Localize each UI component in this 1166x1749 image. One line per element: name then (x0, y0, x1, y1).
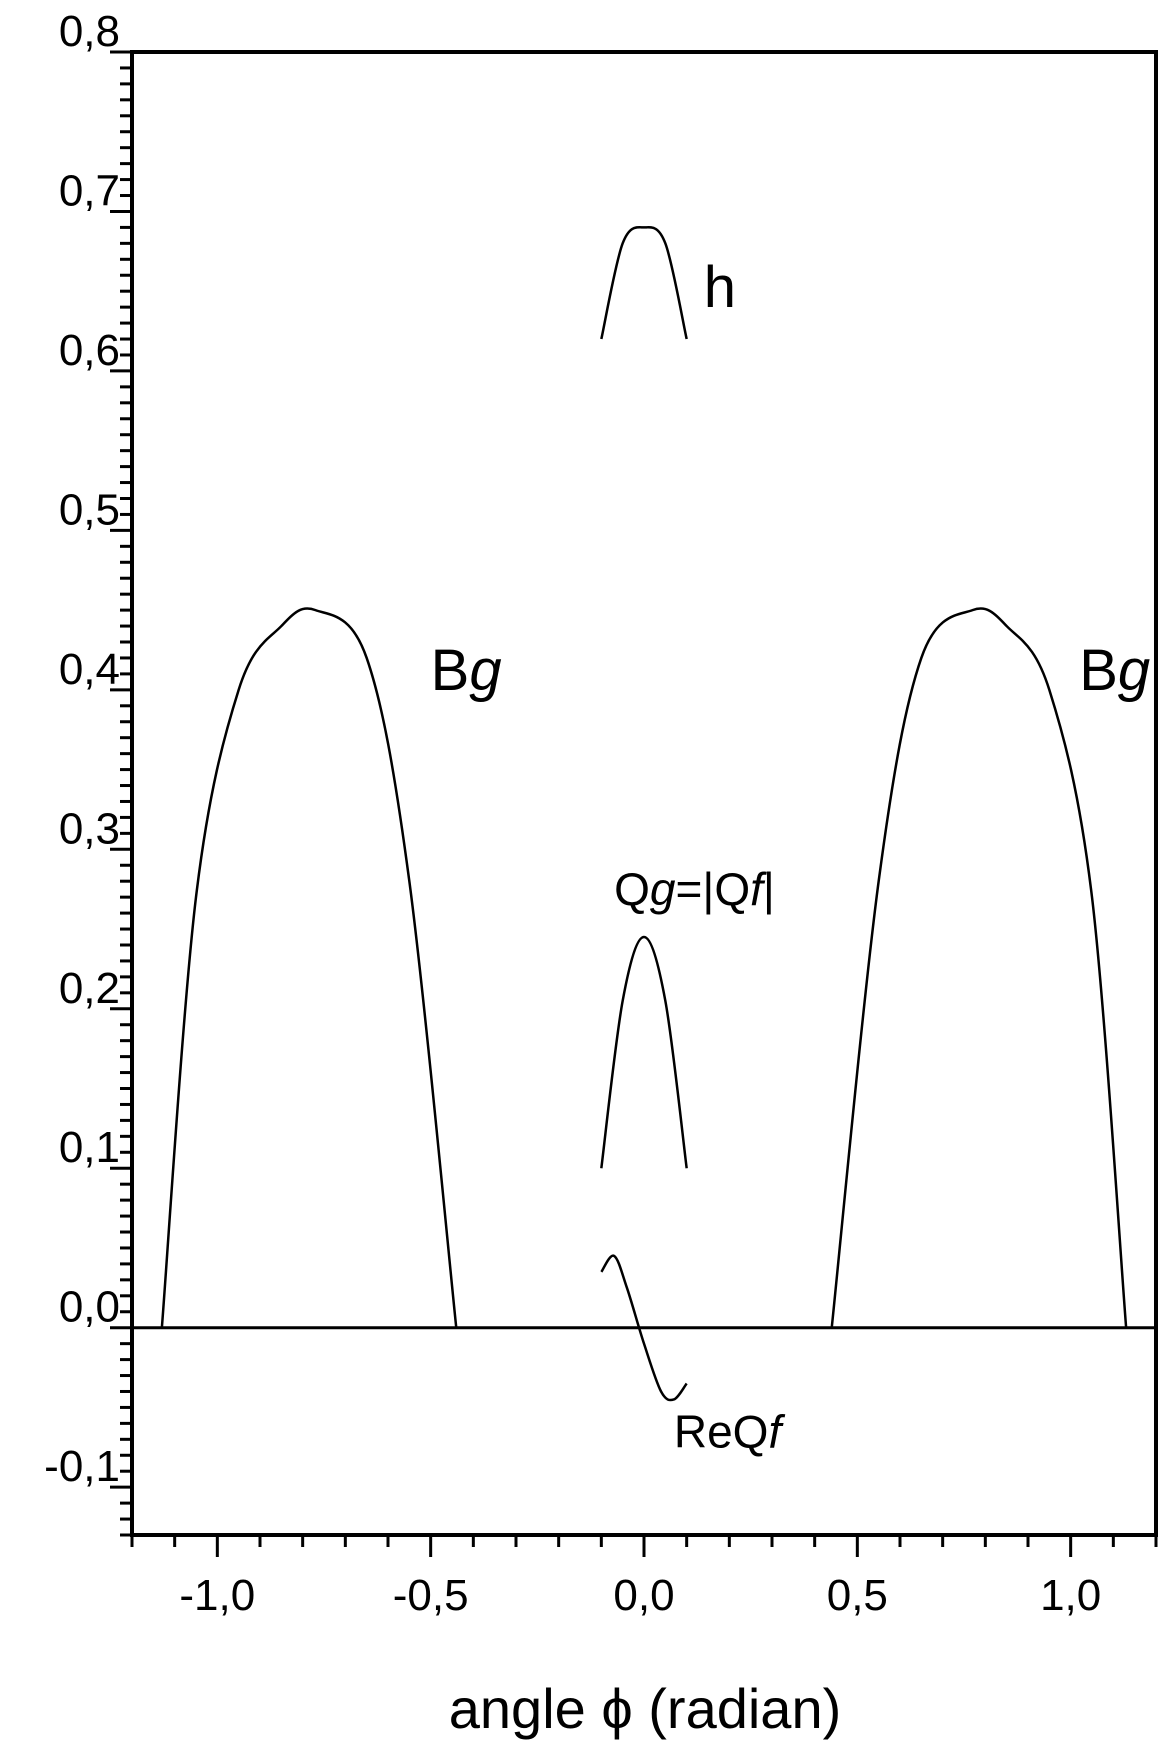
plot-border (130, 50, 1158, 1537)
x-tick-label: -1,0 (179, 1571, 255, 1620)
annotation-label: Bg (431, 638, 502, 703)
y-tick-label: 0,4 (59, 645, 120, 694)
x-axis: -1,0 -0,5 0,0 0,5 1,0 (130, 1535, 1158, 1620)
y-tick-label: 0,7 (59, 166, 120, 215)
x-tick-label: 1,0 (1040, 1571, 1101, 1620)
y-tick-label: 0,1 (59, 1123, 120, 1172)
series-curve-1 (830, 607, 1128, 1328)
y-tick-label: 0,6 (59, 326, 120, 375)
y-tick-label: 0,0 (59, 1283, 120, 1332)
curves (160, 226, 1128, 1402)
annotation-label: Qg=|Qf| (614, 863, 775, 915)
y-tick-label: -0,1 (44, 1442, 120, 1491)
x-axis-title: angle ϕ (radian) (449, 1677, 841, 1740)
series-curve-2 (600, 935, 688, 1169)
series-curve-0 (160, 607, 458, 1328)
annotation-label: Bg (1079, 638, 1150, 703)
plot-frame (130, 50, 1158, 1537)
annotation-label: ReQf (674, 1405, 786, 1457)
x-tick-label: -0,5 (393, 1571, 469, 1620)
series-curve-3 (600, 226, 688, 340)
y-tick-label: 0,3 (59, 804, 120, 853)
series-curve-4 (600, 1254, 688, 1402)
y-tick-label: 0,8 (59, 7, 120, 56)
y-axis: -0,1 0,0 0,1 0,2 0,3 0,4 0,5 0,6 0,7 0,8 (44, 7, 132, 1537)
x-tick-label: 0,5 (827, 1571, 888, 1620)
y-tick-label: 0,2 (59, 964, 120, 1013)
x-tick-label: 0,0 (613, 1571, 674, 1620)
y-tick-label: 0,5 (59, 485, 120, 534)
annotation-label: h (704, 255, 736, 320)
annotations: h Bg Bg Qg=|Qf| ReQf (431, 255, 1150, 1457)
